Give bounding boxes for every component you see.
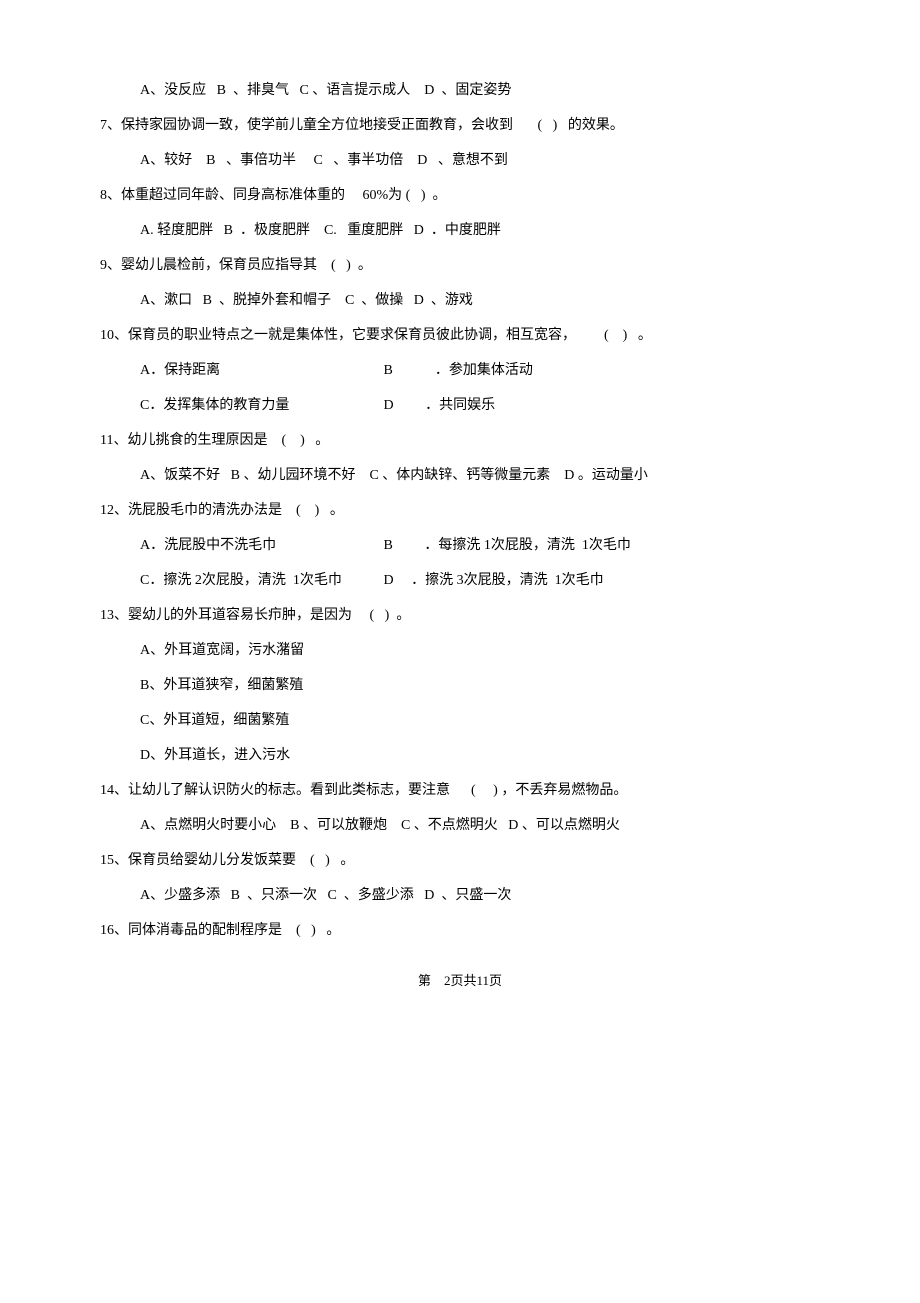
question-7: 7、保持家园协调一致，使学前儿童全方位地接受正面教育，会收到 ( ) 的效果。 … [100,115,820,171]
q12-option-a: A．洗屁股中不洗毛巾 [140,535,380,556]
q13-options: A、外耳道宽阔，污水潴留 B、外耳道狭窄，细菌繁殖 C、外耳道短，细菌繁殖 D、… [100,640,820,766]
page-footer: 第 2页共11页 [100,971,820,991]
question-15: 15、保育员给婴幼儿分发饭菜要 ( ) 。 A、少盛多添 B 、只添一次 C 、… [100,850,820,906]
q12-option-c: C．擦洗 2次屁股，清洗 1次毛巾 [140,570,380,591]
q10-row1: A．保持距离 B ．参加集体活动 [100,360,820,381]
q10-row2: C．发挥集体的教育力量 D ．共同娱乐 [100,395,820,416]
question-14: 14、让幼儿了解认识防火的标志。看到此类标志，要注意 ( ) ，不丢弃易燃物品。… [100,780,820,836]
q10-option-d: D ．共同娱乐 [384,395,496,416]
q13-option-c: C、外耳道短，细菌繁殖 [140,710,820,731]
q10-option-a: A．保持距离 [140,360,380,381]
q9-stem: 9、婴幼儿晨检前，保育员应指导其 ( ) 。 [100,255,820,276]
question-9: 9、婴幼儿晨检前，保育员应指导其 ( ) 。 A、漱口 B 、脱掉外套和帽子 C… [100,255,820,311]
question-11: 11、幼儿挑食的生理原因是 ( ) 。 A、饭菜不好 B 、幼儿园环境不好 C … [100,430,820,486]
q13-option-a: A、外耳道宽阔，污水潴留 [140,640,820,661]
q13-option-d: D、外耳道长，进入污水 [140,745,820,766]
q12-option-d: D ．擦洗 3次屁股，清洗 1次毛巾 [384,570,604,591]
q13-stem: 13、婴幼儿的外耳道容易长疖肿，是因为 ( ) 。 [100,605,820,626]
q8-stem: 8、体重超过同年龄、同身高标准体重的 60%为 ( ) 。 [100,185,820,206]
q8-options: A. 轻度肥胖 B ．极度肥胖 C. 重度肥胖 D ．中度肥胖 [100,220,820,241]
q10-option-c: C．发挥集体的教育力量 [140,395,380,416]
q14-options: A、点燃明火时要小心 B 、可以放鞭炮 C 、不点燃明火 D 、可以点燃明火 [100,815,820,836]
q13-option-b: B、外耳道狭窄，细菌繁殖 [140,675,820,696]
q10-option-b: B ．参加集体活动 [384,360,533,381]
q11-stem: 11、幼儿挑食的生理原因是 ( ) 。 [100,430,820,451]
q12-row1: A．洗屁股中不洗毛巾 B ．每擦洗 1次屁股，清洗 1次毛巾 [100,535,820,556]
question-8: 8、体重超过同年龄、同身高标准体重的 60%为 ( ) 。 A. 轻度肥胖 B … [100,185,820,241]
q12-option-b: B ．每擦洗 1次屁股，清洗 1次毛巾 [384,535,631,556]
q12-row2: C．擦洗 2次屁股，清洗 1次毛巾 D ．擦洗 3次屁股，清洗 1次毛巾 [100,570,820,591]
question-10: 10、保育员的职业特点之一就是集体性，它要求保育员彼此协调，相互宽容， ( ) … [100,325,820,416]
q16-stem: 16、同体消毒品的配制程序是 ( ) 。 [100,920,820,941]
question-6-options: A、没反应 B 、排臭气 C 、语言提示成人 D 、固定姿势 [100,80,820,101]
q9-options: A、漱口 B 、脱掉外套和帽子 C 、做操 D 、游戏 [100,290,820,311]
q7-stem: 7、保持家园协调一致，使学前儿童全方位地接受正面教育，会收到 ( ) 的效果。 [100,115,820,136]
q15-options: A、少盛多添 B 、只添一次 C 、多盛少添 D 、只盛一次 [100,885,820,906]
q7-options: A、较好 B 、事倍功半 C 、事半功倍 D 、意想不到 [100,150,820,171]
q10-stem: 10、保育员的职业特点之一就是集体性，它要求保育员彼此协调，相互宽容， ( ) … [100,325,820,346]
question-16: 16、同体消毒品的配制程序是 ( ) 。 [100,920,820,941]
q14-stem: 14、让幼儿了解认识防火的标志。看到此类标志，要注意 ( ) ，不丢弃易燃物品。 [100,780,820,801]
q15-stem: 15、保育员给婴幼儿分发饭菜要 ( ) 。 [100,850,820,871]
question-13: 13、婴幼儿的外耳道容易长疖肿，是因为 ( ) 。 A、外耳道宽阔，污水潴留 B… [100,605,820,766]
question-12: 12、洗屁股毛巾的清洗办法是 ( ) 。 A．洗屁股中不洗毛巾 B ．每擦洗 1… [100,500,820,591]
q11-options: A、饭菜不好 B 、幼儿园环境不好 C 、体内缺锌、钙等微量元素 D 。运动量小 [100,465,820,486]
q12-stem: 12、洗屁股毛巾的清洗办法是 ( ) 。 [100,500,820,521]
q6-options: A、没反应 B 、排臭气 C 、语言提示成人 D 、固定姿势 [100,80,820,101]
